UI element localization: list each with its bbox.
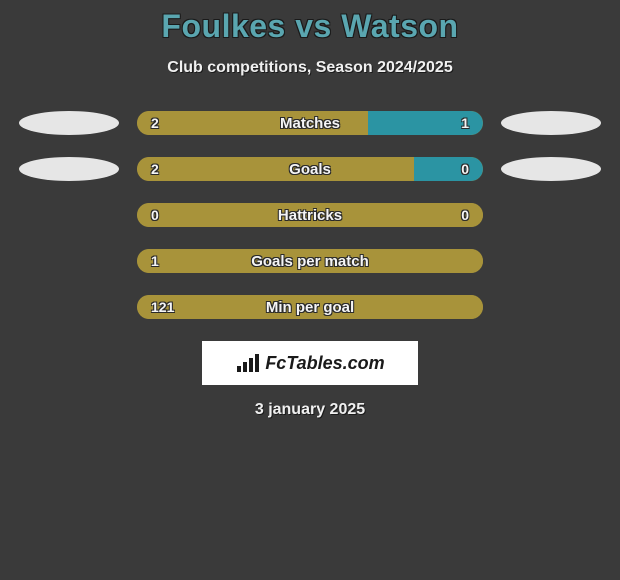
bar-track: Min per goal121 <box>137 295 483 319</box>
bar-row: Min per goal121 <box>0 295 620 319</box>
bar-track: Hattricks00 <box>137 203 483 227</box>
bar-row: Hattricks00 <box>0 203 620 227</box>
bar-row: Matches21 <box>0 111 620 135</box>
bar-track: Goals per match1 <box>137 249 483 273</box>
date-text: 3 january 2025 <box>0 401 620 419</box>
bar-row: Goals20 <box>0 157 620 181</box>
comparison-infographic: Foulkes vs Watson Club competitions, Sea… <box>0 0 620 419</box>
subtitle: Club competitions, Season 2024/2025 <box>0 59 620 77</box>
bar-track: Matches21 <box>137 111 483 135</box>
player-left-marker <box>19 157 119 181</box>
bar-track: Goals20 <box>137 157 483 181</box>
player-right-marker <box>501 157 601 181</box>
bar-left-fill <box>137 295 483 319</box>
bar-row: Goals per match1 <box>0 249 620 273</box>
brand-text: FcTables.com <box>265 353 384 374</box>
bar-rows: Matches21 Goals20 Hattricks00 Goals per mat… <box>0 111 620 319</box>
brand-bars-icon <box>235 352 261 374</box>
bar-left-fill <box>137 249 483 273</box>
bar-left-fill <box>137 111 368 135</box>
player-right-marker <box>501 111 601 135</box>
bar-right-fill <box>368 111 483 135</box>
bar-right-fill <box>414 157 483 181</box>
player-left-marker <box>19 111 119 135</box>
brand-box: FcTables.com <box>202 341 418 385</box>
page-title: Foulkes vs Watson <box>0 8 620 45</box>
bar-left-fill <box>137 203 483 227</box>
bar-left-fill <box>137 157 414 181</box>
